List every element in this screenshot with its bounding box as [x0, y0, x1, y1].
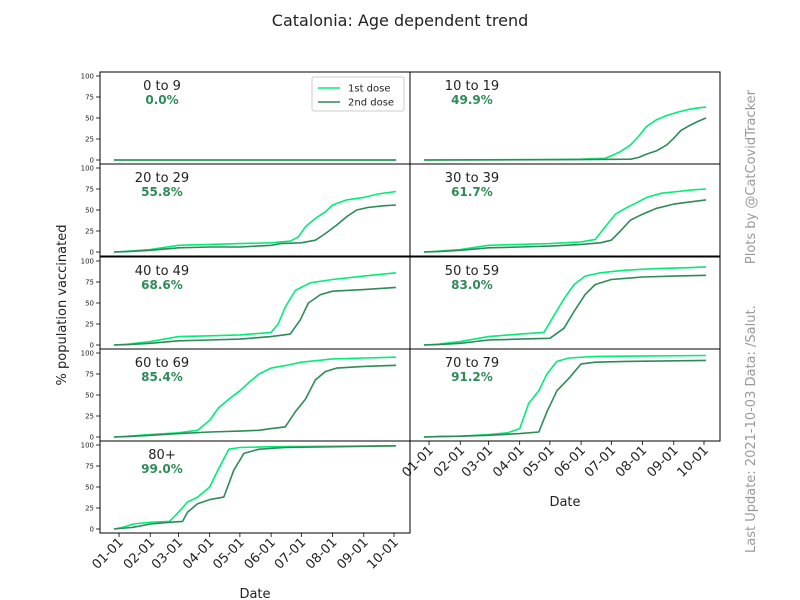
- x-tick-label: 01-01: [90, 535, 127, 572]
- second-dose-line: [113, 364, 397, 438]
- first-dose-line: [113, 272, 397, 346]
- credit-plots-by: Plots by @CatCovidTracker: [744, 89, 759, 264]
- y-tick-label: 0: [90, 526, 94, 534]
- y-tick-label: 100: [81, 350, 94, 358]
- second-dose-line: [423, 199, 707, 253]
- y-tick-label: 50: [85, 300, 94, 308]
- y-tick-label: 100: [81, 165, 94, 173]
- y-tick-label: 100: [81, 442, 94, 450]
- second-dose-line: [423, 117, 707, 161]
- y-tick-label: 0: [90, 157, 94, 165]
- group-label: 30 to 39: [445, 171, 499, 186]
- y-tick-label: 75: [85, 371, 94, 379]
- group-label: 20 to 29: [135, 171, 189, 186]
- x-tick-label: 06-01: [242, 535, 279, 572]
- y-tick-label: 25: [85, 505, 94, 513]
- x-tick-label: 05-01: [520, 443, 557, 480]
- group-percentage: 99.0%: [141, 462, 183, 476]
- y-tick-label: 75: [85, 186, 94, 194]
- group-label: 60 to 69: [135, 356, 189, 371]
- panel-8: 0 25 50 75 100 80+99.0% 01-0102-0103-0104-0105…: [81, 440, 411, 573]
- y-tick-label: 50: [85, 115, 94, 123]
- panel-frame: [99, 440, 411, 534]
- x-tick-label: 09-01: [644, 443, 681, 480]
- group-label: 50 to 59: [445, 264, 499, 279]
- legend-entry: 2nd dose: [348, 98, 394, 109]
- x-tick-label: 09-01: [334, 535, 371, 572]
- second-dose-line: [423, 274, 707, 346]
- group-label: 80+: [148, 448, 175, 463]
- y-tick-label: 50: [85, 392, 94, 400]
- y-tick-label: 75: [85, 463, 94, 471]
- y-tick-label: 50: [85, 484, 94, 492]
- second-dose-line: [113, 286, 397, 346]
- group-percentage: 55.8%: [141, 185, 183, 199]
- second-dose-line: [423, 359, 707, 438]
- y-tick-label: 25: [85, 413, 94, 421]
- x-tick-label: 08-01: [303, 535, 340, 572]
- group-label: 70 to 79: [445, 356, 499, 371]
- first-dose-line: [113, 445, 397, 530]
- y-tick-label: 0: [90, 342, 94, 350]
- group-percentage: 83.0%: [451, 278, 493, 292]
- y-axis-title: % population vaccinated: [55, 225, 70, 386]
- x-tick-label: 03-01: [459, 443, 496, 480]
- group-percentage: 91.2%: [451, 370, 493, 384]
- group-label: 10 to 19: [445, 79, 499, 94]
- x-tick-label: 02-01: [121, 535, 158, 572]
- y-tick-label: 0: [90, 434, 94, 442]
- x-tick-label: 08-01: [613, 443, 650, 480]
- x-tick-label: 03-01: [149, 535, 186, 572]
- first-dose-line: [113, 190, 397, 253]
- y-tick-label: 75: [85, 279, 94, 287]
- group-percentage: 0.0%: [145, 93, 178, 107]
- x-tick-label: 07-01: [272, 535, 309, 572]
- x-tick-label: 02-01: [431, 443, 468, 480]
- credit-last-update: Last Update: 2021-10-03 Data: /Salut.: [744, 305, 759, 553]
- x-tick-label: 04-01: [180, 535, 217, 572]
- first-dose-line: [423, 188, 707, 253]
- group-percentage: 61.7%: [451, 185, 493, 199]
- y-tick-label: 0: [90, 249, 94, 257]
- legend: 1st dose 2nd dose: [311, 76, 405, 112]
- y-tick-label: 25: [85, 228, 94, 236]
- x-tick-label: 10-01: [365, 535, 402, 572]
- y-tick-label: 75: [85, 94, 94, 102]
- x-tick-label: 06-01: [552, 443, 589, 480]
- group-label: 40 to 49: [135, 264, 189, 279]
- first-dose-line: [423, 266, 707, 346]
- y-tick-label: 25: [85, 136, 94, 144]
- group-percentage: 85.4%: [141, 370, 183, 384]
- panel-frame: [409, 348, 721, 442]
- x-tick-label: 07-01: [582, 443, 619, 480]
- y-tick-label: 50: [85, 207, 94, 215]
- panel-frame: [409, 163, 721, 257]
- y-tick-label: 25: [85, 321, 94, 329]
- x-tick-label: 01-01: [400, 443, 437, 480]
- x-axis-title-right: Date: [549, 495, 580, 510]
- legend-entry: 1st dose: [348, 84, 391, 95]
- group-percentage: 68.6%: [141, 278, 183, 292]
- y-tick-label: 100: [81, 258, 94, 266]
- group-label: 0 to 9: [143, 79, 181, 94]
- second-dose-line: [113, 445, 397, 530]
- x-tick-label: 05-01: [210, 535, 247, 572]
- chart-title: Catalonia: Age dependent trend: [272, 11, 528, 30]
- second-dose-line: [113, 204, 397, 253]
- x-axis-title-left: Date: [239, 587, 270, 600]
- first-dose-line: [423, 106, 707, 161]
- y-tick-label: 100: [81, 73, 94, 81]
- x-tick-label: 10-01: [675, 443, 712, 480]
- x-tick-label: 04-01: [490, 443, 527, 480]
- group-percentage: 49.9%: [451, 93, 493, 107]
